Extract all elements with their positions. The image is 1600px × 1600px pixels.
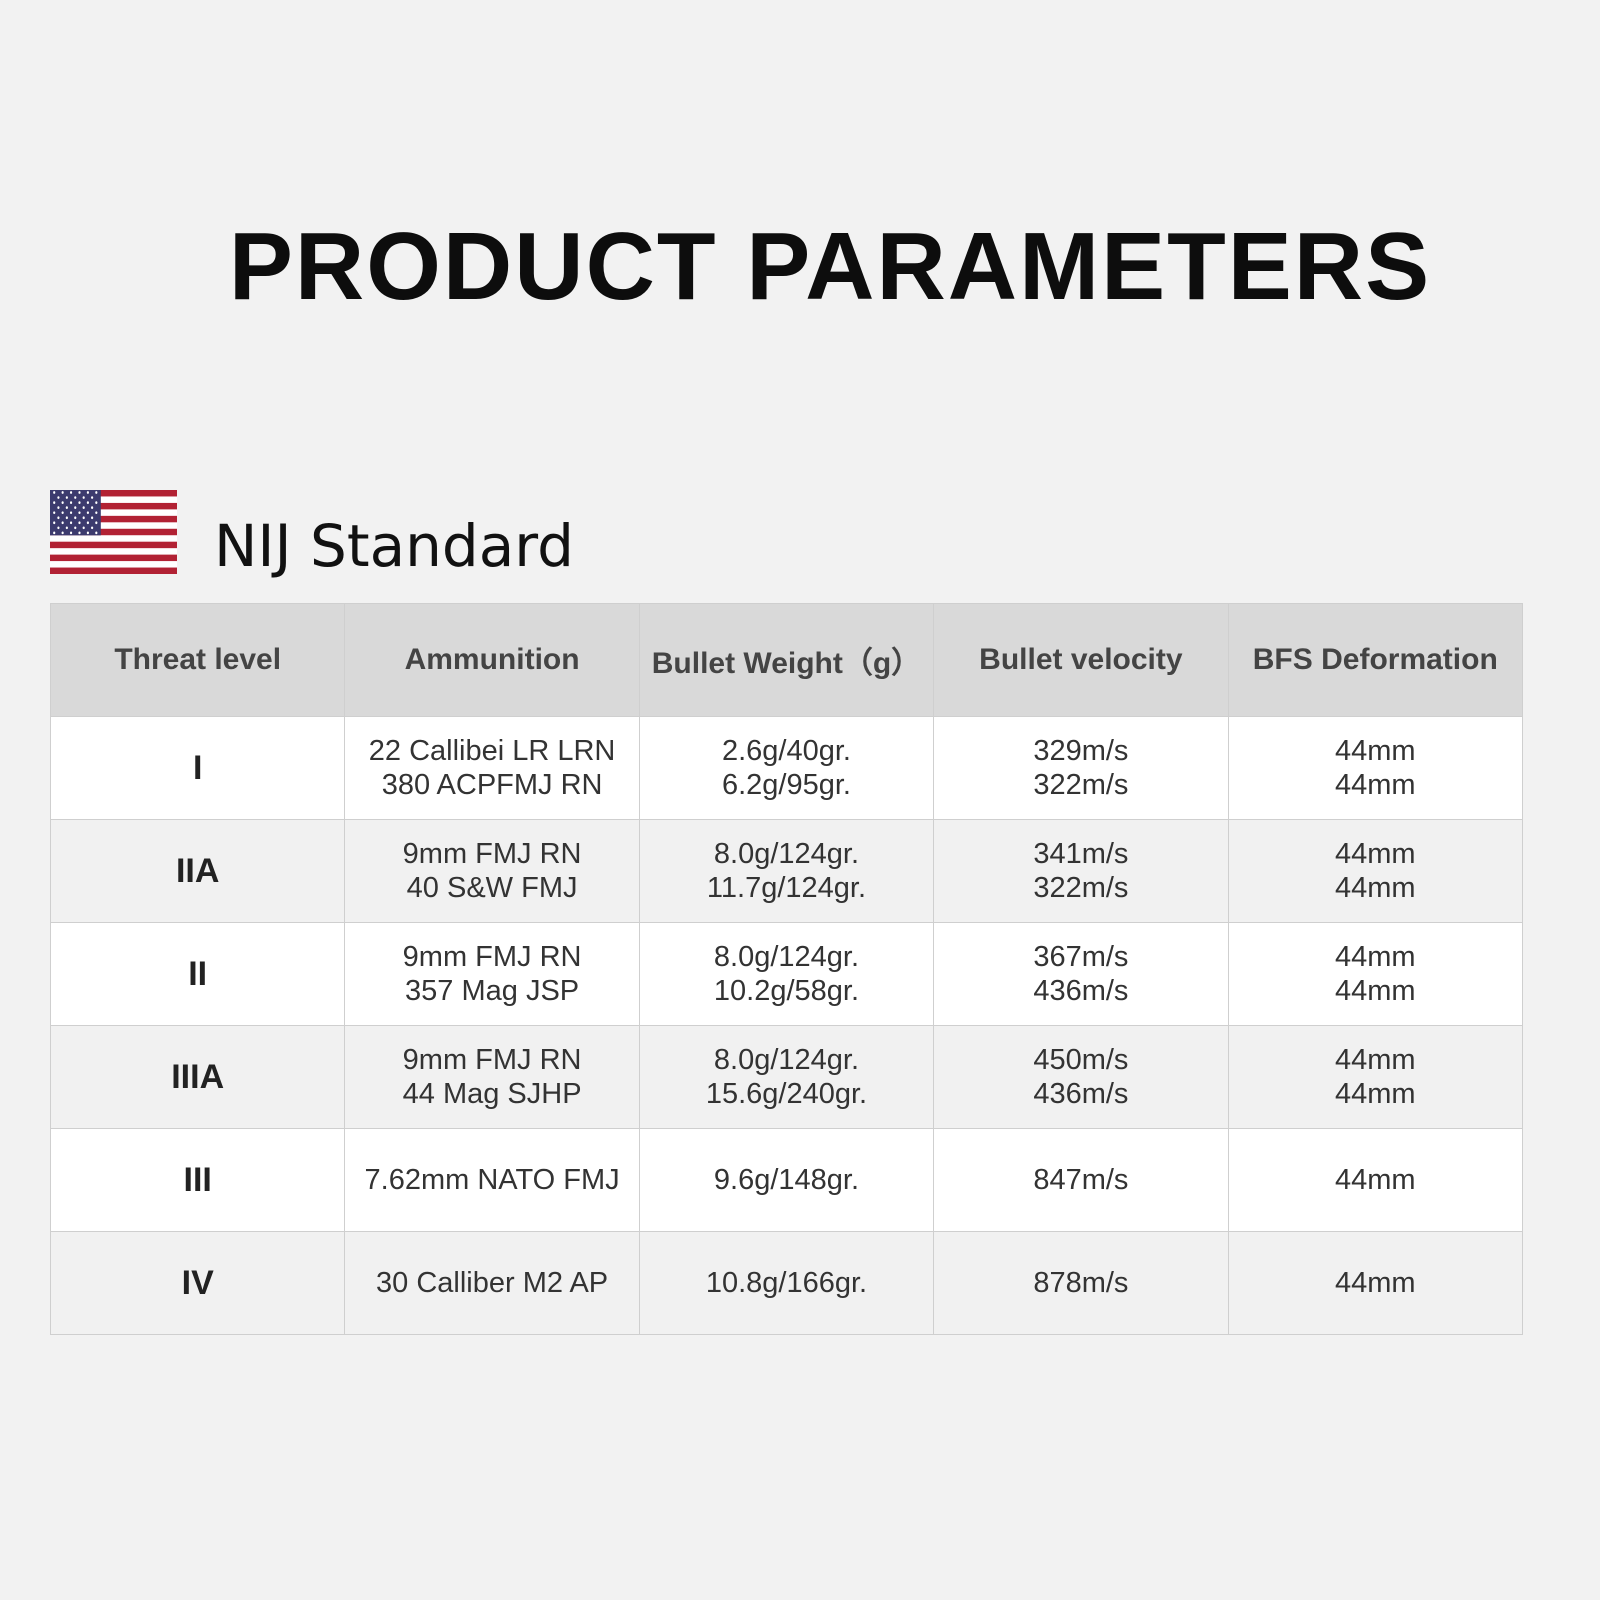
cell-bullet-weight: 8.0g/124gr. 11.7g/124gr. <box>638 819 935 923</box>
bfs-deformation-line: 44mm <box>1334 975 1416 1007</box>
cell-bullet-weight: 8.0g/124gr. 15.6g/240gr. <box>638 1025 935 1129</box>
bullet-weight-line: 8.0g/124gr. <box>713 838 860 870</box>
bullet-weight-line: 2.6g/40gr. <box>721 735 851 767</box>
cell-bullet-weight: 10.8g/166gr. <box>638 1231 935 1335</box>
bullet-velocity-line: 847m/s <box>1033 1164 1129 1196</box>
bfs-deformation-line: 44mm <box>1334 1044 1416 1076</box>
header-ammunition: Ammunition <box>344 603 640 717</box>
bullet-velocity-line: 436m/s <box>1033 975 1129 1007</box>
bfs-deformation-line: 44mm <box>1334 1267 1416 1299</box>
bullet-velocity-line: 329m/s <box>1033 735 1129 767</box>
cell-threat-level: IIA <box>49 819 346 923</box>
cell-bullet-weight: 9.6g/148gr. <box>638 1128 935 1232</box>
cell-bullet-velocity: 329m/s 322m/s <box>933 716 1229 820</box>
cell-bfs-deformation: 44mm 44mm <box>1227 1025 1524 1129</box>
nij-parameters-table: Threat level Ammunition Bullet Weight（g）… <box>49 603 1524 1335</box>
ammunition-line: 357 Mag JSP <box>405 975 580 1007</box>
ammunition-line: 9mm FMJ RN <box>402 838 582 870</box>
bullet-velocity-line: 322m/s <box>1033 769 1129 801</box>
bfs-deformation-line: 44mm <box>1334 735 1416 767</box>
ammunition-line: 7.62mm NATO FMJ <box>364 1164 620 1196</box>
ammunition-line: 22 Callibei LR LRN <box>368 735 616 767</box>
bullet-weight-line: 10.8g/166gr. <box>705 1267 868 1299</box>
cell-ammunition: 9mm FMJ RN 44 Mag SJHP <box>344 1025 640 1129</box>
bullet-velocity-line: 436m/s <box>1033 1078 1129 1110</box>
cell-bullet-velocity: 847m/s <box>933 1128 1229 1232</box>
header-threat-level: Threat level <box>49 603 346 717</box>
cell-ammunition: 22 Callibei LR LRN 380 ACPFMJ RN <box>344 716 640 820</box>
header-bullet-velocity: Bullet velocity <box>933 603 1229 717</box>
bullet-velocity-line: 322m/s <box>1033 872 1129 904</box>
bullet-weight-line: 6.2g/95gr. <box>721 769 851 801</box>
bullet-weight-line: 11.7g/124gr. <box>706 872 867 904</box>
cell-bullet-velocity: 341m/s 322m/s <box>933 819 1229 923</box>
table-row: IIA 9mm FMJ RN 40 S&W FMJ 8.0g/124gr. 11.7g/… <box>49 819 1524 923</box>
bullet-weight-line: 9.6g/148gr. <box>713 1164 860 1196</box>
bfs-deformation-line: 44mm <box>1334 769 1416 801</box>
cell-threat-level: I <box>49 716 346 820</box>
table-row: IV 30 Calliber M2 AP 10.8g/166gr. 878m/s 44m… <box>49 1231 1524 1335</box>
cell-ammunition: 30 Calliber M2 AP <box>344 1231 640 1335</box>
bfs-deformation-line: 44mm <box>1334 838 1416 870</box>
cell-bfs-deformation: 44mm <box>1227 1128 1524 1232</box>
cell-bullet-velocity: 367m/s 436m/s <box>933 922 1229 1026</box>
ammunition-line: 380 ACPFMJ RN <box>381 769 603 801</box>
bullet-weight-line: 15.6g/240gr. <box>705 1078 868 1110</box>
bullet-velocity-line: 450m/s <box>1033 1044 1129 1076</box>
cell-bullet-weight: 2.6g/40gr. 6.2g/95gr. <box>638 716 935 820</box>
cell-threat-level: IV <box>49 1231 346 1335</box>
ammunition-line: 40 S&W FMJ <box>406 872 578 904</box>
bfs-deformation-line: 44mm <box>1334 1078 1416 1110</box>
cell-ammunition: 9mm FMJ RN 357 Mag JSP <box>344 922 640 1026</box>
table-row: III 7.62mm NATO FMJ 9.6g/148gr. 847m/s 44mm <box>49 1128 1524 1232</box>
cell-bfs-deformation: 44mm 44mm <box>1227 819 1524 923</box>
header-bullet-weight: Bullet Weight（g） <box>638 603 935 717</box>
bullet-weight-line: 8.0g/124gr. <box>713 941 860 973</box>
bullet-velocity-line: 367m/s <box>1033 941 1129 973</box>
bfs-deformation-line: 44mm <box>1334 1164 1416 1196</box>
ammunition-line: 44 Mag SJHP <box>402 1078 582 1110</box>
bullet-weight-line: 10.2g/58gr. <box>713 975 860 1007</box>
table-row: IIIA 9mm FMJ RN 44 Mag SJHP 8.0g/124gr. 15.6… <box>49 1025 1524 1129</box>
cell-bfs-deformation: 44mm <box>1227 1231 1524 1335</box>
standard-heading: NIJ Standard <box>214 512 574 580</box>
bfs-deformation-line: 44mm <box>1334 872 1416 904</box>
cell-bullet-velocity: 878m/s <box>933 1231 1229 1335</box>
bullet-velocity-line: 878m/s <box>1033 1267 1129 1299</box>
cell-threat-level: II <box>49 922 346 1026</box>
ammunition-line: 9mm FMJ RN <box>402 941 582 973</box>
page-title: PRODUCT PARAMETERS <box>228 213 1432 320</box>
cell-ammunition: 7.62mm NATO FMJ <box>344 1128 640 1232</box>
bfs-deformation-line: 44mm <box>1334 941 1416 973</box>
table-row: I 22 Callibei LR LRN 380 ACPFMJ RN 2.6g/40g… <box>49 716 1524 820</box>
us-flag-icon <box>50 490 177 574</box>
cell-bfs-deformation: 44mm 44mm <box>1227 922 1524 1026</box>
cell-bfs-deformation: 44mm 44mm <box>1227 716 1524 820</box>
table-row: II 9mm FMJ RN 357 Mag JSP 8.0g/124gr. 10.2g/… <box>49 922 1524 1026</box>
cell-threat-level: IIIA <box>49 1025 346 1129</box>
cell-threat-level: III <box>49 1128 346 1232</box>
ammunition-line: 9mm FMJ RN <box>402 1044 582 1076</box>
bullet-velocity-line: 341m/s <box>1033 838 1129 870</box>
cell-bullet-weight: 8.0g/124gr. 10.2g/58gr. <box>638 922 935 1026</box>
ammunition-line: 30 Calliber M2 AP <box>376 1267 609 1299</box>
cell-bullet-velocity: 450m/s 436m/s <box>933 1025 1229 1129</box>
cell-ammunition: 9mm FMJ RN 40 S&W FMJ <box>344 819 640 923</box>
header-bfs-deformation: BFS Deformation <box>1227 603 1524 717</box>
table-header-row: Threat level Ammunition Bullet Weight（g）… <box>49 603 1524 717</box>
bullet-weight-line: 8.0g/124gr. <box>713 1044 860 1076</box>
